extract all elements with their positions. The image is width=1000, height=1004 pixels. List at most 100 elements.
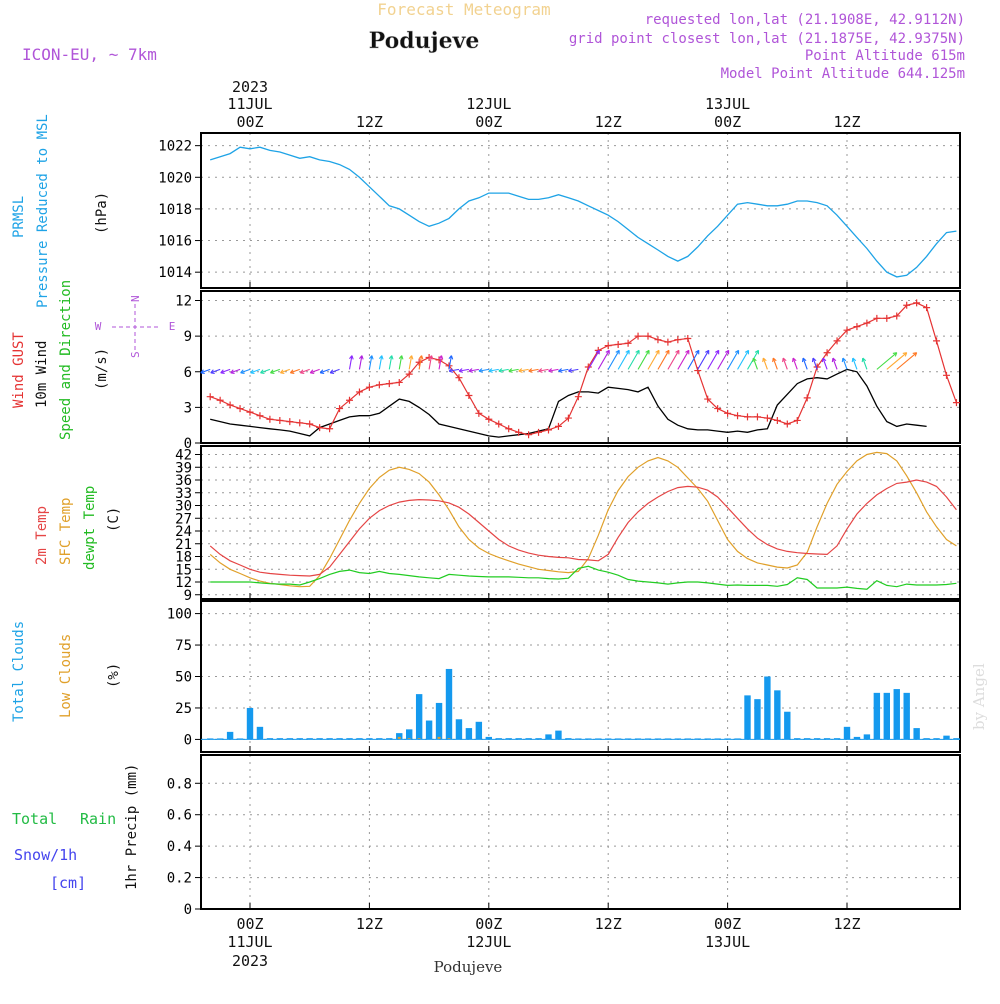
gust-marker: [903, 301, 911, 309]
cloud-bar: [804, 738, 811, 740]
gust-marker: [933, 337, 941, 345]
low-cloud-bar: [447, 738, 451, 740]
cloud-bar: [266, 738, 274, 740]
panels: 1014101610181020102203691291215182124273…: [158, 132, 961, 918]
gust-marker: [704, 395, 712, 403]
cloud-bar: [495, 738, 502, 740]
wind-arrow: [508, 368, 519, 372]
location-title: Podujeve: [369, 28, 480, 54]
precip-ytick-label: 0: [184, 902, 192, 918]
cloud-bar: [376, 738, 383, 740]
gust-marker: [744, 413, 751, 421]
wind-arrow: [240, 368, 251, 374]
wind-arrow: [448, 355, 452, 370]
gust-marker: [375, 381, 383, 389]
wind-arrow: [587, 350, 600, 370]
wind-arrow-head: [488, 368, 493, 373]
wind-arrow-head: [772, 357, 777, 363]
gust-line: [209, 302, 957, 436]
bottom-tick-label: 12Z: [595, 915, 622, 933]
precip-ytick-label: 0.4: [167, 839, 192, 855]
cloud-bar: [415, 694, 423, 740]
low-cloud-bar: [397, 736, 401, 740]
gust-marker: [525, 431, 533, 439]
wind-arrow-head: [645, 349, 650, 355]
cloud-bar: [913, 728, 920, 740]
sfc-temp-line: [209, 451, 957, 588]
cloud-bar: [933, 738, 940, 740]
wind-arrow: [617, 350, 630, 370]
cloud-bar: [306, 738, 313, 740]
wind-arrow-head: [368, 355, 374, 360]
wind-arrow-head: [714, 349, 720, 355]
wind-arrow: [862, 357, 868, 370]
gust-marker: [574, 393, 582, 401]
compass-west: W: [95, 320, 102, 333]
wind-arrow-head: [398, 355, 404, 360]
pressure-frame: [200, 132, 961, 289]
gust-marker: [395, 378, 403, 386]
cloud-ytick-label: 100: [167, 607, 192, 623]
cloud-bar: [515, 738, 522, 740]
wind-arrow: [737, 350, 750, 370]
wind-arrow-head: [220, 369, 225, 374]
wind-arrow-head: [792, 357, 797, 363]
footer-location: Podujeve: [434, 958, 503, 976]
cloud-bar: [356, 738, 363, 740]
wind-arrow-head: [289, 369, 295, 374]
wind-arrow: [772, 357, 778, 370]
gust-marker: [346, 396, 353, 404]
wind-arrow: [478, 368, 489, 372]
wind-arrow-head: [595, 349, 600, 355]
wind-arrow-head: [851, 357, 857, 363]
cloud-bar: [813, 738, 821, 740]
wind-arrow-head: [558, 368, 563, 373]
requested-coords: requested lon,lat (21.1908E, 42.9112N): [645, 12, 965, 28]
wind-arrow-head: [892, 352, 898, 357]
wind-arrow: [627, 350, 640, 370]
cloud-bar: [853, 736, 861, 740]
wind-arrow: [210, 368, 221, 374]
wind-arrow: [568, 368, 579, 372]
bottom-tick-label: 2023: [232, 952, 268, 970]
gust-marker: [873, 314, 881, 322]
temp-ytick-label: 36: [175, 473, 192, 489]
precip-ytick-label: 0.8: [167, 776, 192, 792]
wind-arrow-head: [358, 355, 364, 360]
bottom-tick-label: 11JUL: [227, 933, 272, 951]
wind-arrow: [358, 355, 363, 370]
wind-arrow: [418, 355, 423, 370]
wind-arrow-head: [418, 355, 424, 360]
wind-arrow-head: [468, 368, 473, 373]
gust-marker: [326, 425, 334, 433]
low-cloud-bar: [407, 738, 411, 740]
top-tick-label: 12Z: [833, 113, 860, 131]
wind-arrow-head: [538, 368, 543, 373]
wind-arrow: [647, 350, 660, 370]
precip-frame: [200, 754, 961, 910]
wind-arrow-head: [615, 349, 620, 355]
gust-marker: [296, 419, 304, 427]
temp-line: [209, 479, 957, 577]
cloud-bar: [425, 720, 433, 740]
wind-arrow-head: [349, 355, 354, 360]
wind-arrow-head: [508, 368, 513, 373]
gust-marker: [545, 426, 552, 434]
cloud-ytick-label: 0: [184, 732, 192, 748]
cloud-bar: [545, 734, 552, 740]
wind-arrow: [657, 350, 670, 370]
wind-arrow: [310, 368, 320, 374]
temp-ytick-label: 9: [184, 588, 192, 604]
bottom-tick-label: 12Z: [833, 915, 860, 933]
wind-arrow-head: [685, 349, 690, 355]
gust-marker: [236, 405, 244, 413]
wind-arrow-head: [821, 357, 827, 363]
wind-arrow: [597, 350, 610, 370]
pressure-line: [210, 146, 957, 278]
wind-arrow: [667, 350, 680, 370]
pressure-unit: (hPa): [94, 192, 110, 234]
gust-marker: [475, 409, 483, 417]
wind-arrow: [762, 357, 768, 370]
cloud-bar: [226, 731, 234, 740]
